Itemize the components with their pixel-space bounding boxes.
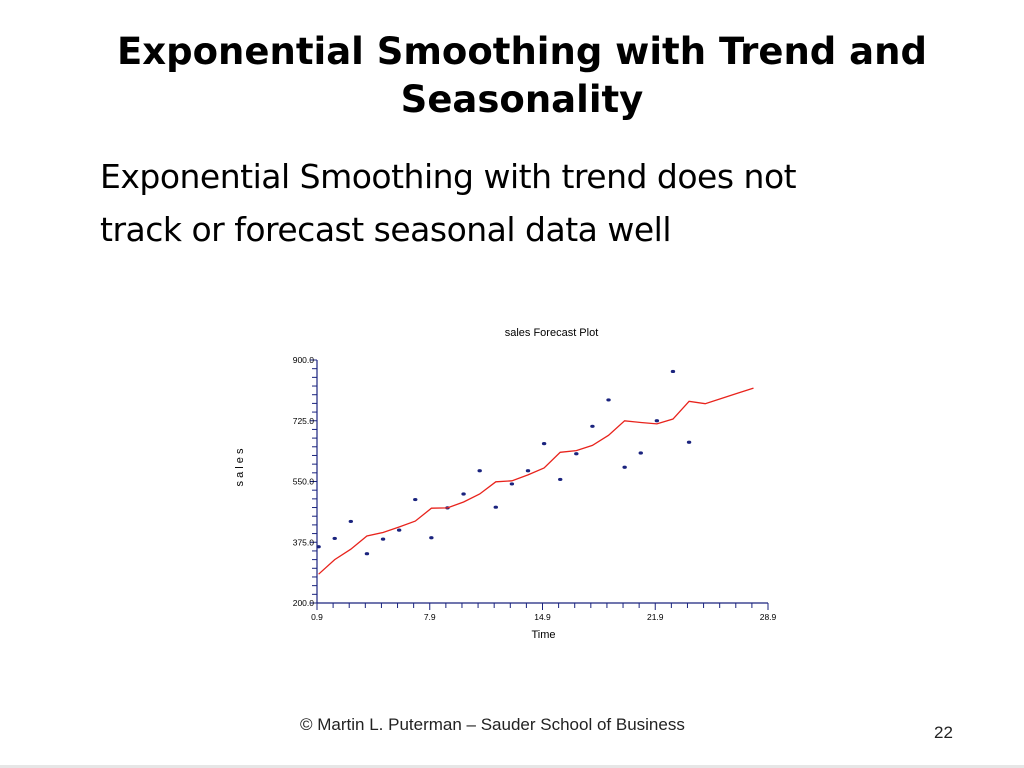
y-tick-label: 550.0 <box>293 477 315 487</box>
slide-subtitle: Exponential Smoothing with trend does no… <box>100 150 920 256</box>
y-tick-label: 200.0 <box>293 598 315 608</box>
sales-data-point <box>638 451 643 455</box>
x-tick-label: 28.9 <box>760 612 777 622</box>
footer-copyright: © Martin L. Puterman – Sauder School of … <box>300 715 685 734</box>
sales-data-point <box>348 519 354 524</box>
sales-data-point <box>316 545 321 549</box>
sales-data-point <box>541 442 547 446</box>
sales-data-point <box>574 452 579 456</box>
sales-data-point <box>413 497 418 502</box>
sales-data-point <box>590 424 595 428</box>
y-tick-label: 900.0 <box>293 355 315 365</box>
sales-data-point <box>654 419 660 423</box>
sales-data-point <box>670 369 676 374</box>
x-tick-label: 7.9 <box>424 612 436 622</box>
sales-data-point <box>396 528 402 532</box>
slide-title-line2: Seasonality <box>400 78 644 121</box>
sales-data-point <box>509 482 515 486</box>
sales-data-point <box>364 552 370 556</box>
forecast-line <box>318 387 754 575</box>
sales-data-point <box>622 465 627 469</box>
sales-data-point <box>461 492 466 496</box>
slide-subtitle-line2: track or forecast seasonal data well <box>100 210 672 249</box>
y-tick-label: 375.0 <box>293 537 315 547</box>
bottom-rule <box>0 765 1024 768</box>
sales-data-point <box>525 469 531 473</box>
slide-subtitle-line1: Exponential Smoothing with trend does no… <box>100 157 797 196</box>
x-tick-label: 0.9 <box>311 612 323 622</box>
y-tick-label: 725.0 <box>293 416 315 426</box>
sales-data-point <box>380 537 386 541</box>
sales-data-point <box>429 536 434 540</box>
slide-title-line1: Exponential Smoothing with Trend and <box>117 30 927 73</box>
x-tick-label: 14.9 <box>534 612 551 622</box>
slide-title: Exponential Smoothing with Trend and Sea… <box>62 28 982 124</box>
sales-data-point <box>606 398 611 402</box>
sales-data-point <box>493 505 498 509</box>
page-number: 22 <box>934 723 953 742</box>
sales-data-point <box>558 477 563 482</box>
x-axis-label: Time <box>531 629 555 641</box>
sales-data-point <box>477 469 482 473</box>
x-tick-label: 21.9 <box>647 612 664 622</box>
chart-title: sales Forecast Plot <box>505 327 599 339</box>
sales-data-point <box>686 440 692 444</box>
sales-data-point <box>332 536 337 541</box>
y-axis-label: s a l e s <box>234 448 246 486</box>
